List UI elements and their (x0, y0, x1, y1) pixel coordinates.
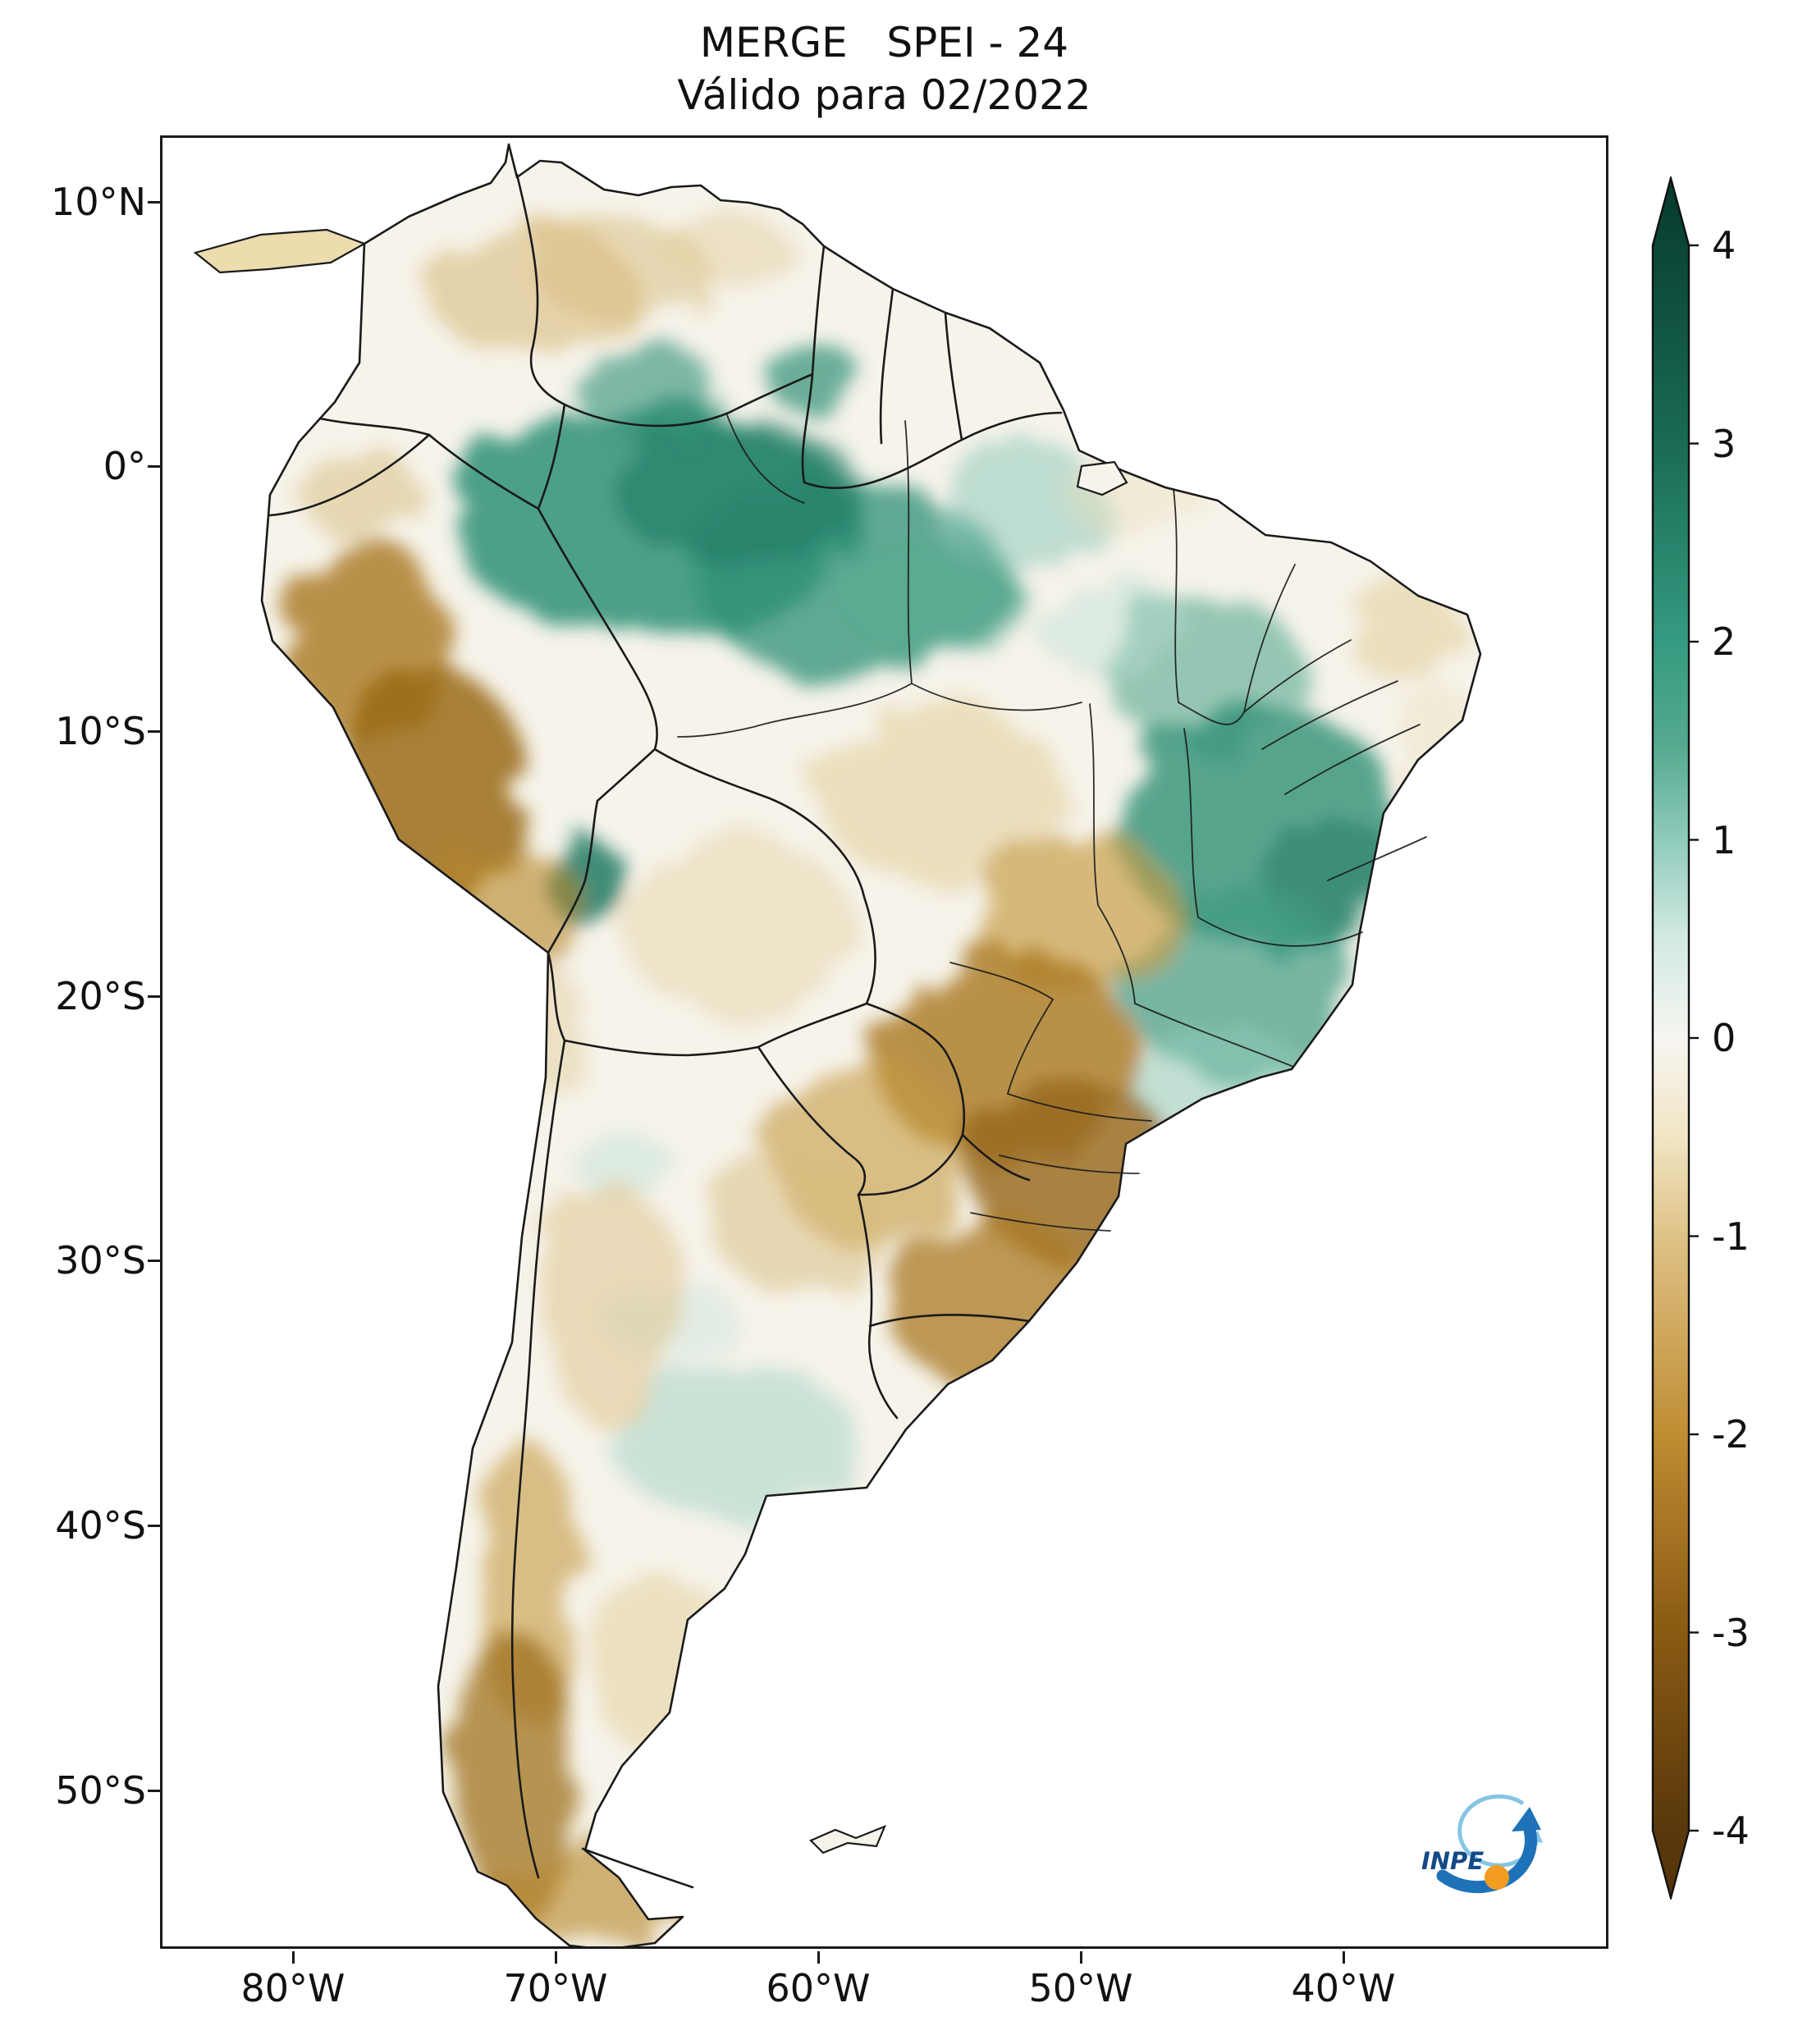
y-tickmark (148, 995, 160, 998)
x-tick-label-60w: 60°W (766, 1966, 871, 2010)
inpe-orange-dot-icon (1485, 1865, 1509, 1890)
south-america-map (193, 143, 1482, 1946)
colorbar-tick-m1: -1 (1712, 1214, 1750, 1259)
inpe-logo-text: INPE (1421, 1847, 1484, 1875)
y-tick-label-30s: 30°S (55, 1238, 146, 1283)
map-plot-area: INPE (160, 135, 1608, 1949)
x-tickmark (555, 1951, 557, 1964)
y-tick-label-10s: 10°S (55, 709, 146, 753)
colorbar-tick-4: 4 (1712, 223, 1736, 268)
y-tick-label-20s: 20°S (55, 974, 146, 1018)
colorbar-tick-0: 0 (1712, 1016, 1736, 1060)
marajo-island (1076, 460, 1128, 496)
spei-anomaly-field (286, 220, 1480, 1943)
y-tick-label-40s: 40°S (55, 1503, 146, 1548)
figure-title: MERGE SPEI - 24 Válido para 02/2022 (160, 16, 1608, 121)
colorbar-tick-m3: -3 (1712, 1611, 1750, 1655)
wet-anomaly-blobs (450, 347, 1410, 1520)
inpe-swoosh-arrowhead-icon (1512, 1807, 1541, 1831)
x-tickmark (292, 1951, 295, 1964)
x-tick-label-50w: 50°W (1028, 1966, 1133, 2010)
y-tickmark (148, 201, 160, 203)
colorbar-gradient-bar (1651, 176, 1690, 1900)
x-tickmark (817, 1951, 820, 1964)
dry-anomaly-blobs (286, 220, 1480, 1943)
y-tickmark (148, 1260, 160, 1262)
y-tickmark (148, 465, 160, 468)
y-tick-label-50s: 50°S (55, 1768, 146, 1813)
y-tick-label-10n: 10°N (51, 180, 146, 224)
y-tickmark (148, 1790, 160, 1792)
x-tick-label-80w: 80°W (240, 1966, 345, 2010)
inpe-logo: INPE (1418, 1779, 1566, 1918)
y-tick-label-0: 0° (103, 444, 146, 488)
x-tick-label-70w: 70°W (503, 1966, 608, 2010)
y-tickmark (148, 1525, 160, 1527)
colorbar-tickmarks (1689, 244, 1699, 1832)
colorbar-tick-m4: -4 (1712, 1809, 1750, 1853)
continent-coastline (260, 143, 1482, 1946)
panama-strip (193, 228, 367, 274)
title-line-2: Válido para 02/2022 (677, 71, 1091, 119)
inpe-swoosh-arrow-icon (1436, 1823, 1537, 1894)
inpe-logo-graphic: INPE (1421, 1794, 1543, 1894)
country-borders (268, 173, 1063, 1889)
y-tickmark (148, 730, 160, 733)
x-tickmark (1343, 1951, 1345, 1964)
falkland-islands (809, 1825, 887, 1854)
colorbar-tick-1: 1 (1712, 818, 1736, 862)
colorbar-tick-m2: -2 (1712, 1412, 1750, 1456)
colorbar-tick-2: 2 (1712, 620, 1736, 664)
colorbar-tick-3: 3 (1712, 422, 1736, 466)
state-borders (677, 414, 1427, 1232)
colorbar (1651, 176, 1699, 1900)
x-tickmark (1080, 1951, 1082, 1964)
x-tick-label-40w: 40°W (1291, 1966, 1396, 2010)
title-line-1: MERGE SPEI - 24 (699, 19, 1069, 66)
